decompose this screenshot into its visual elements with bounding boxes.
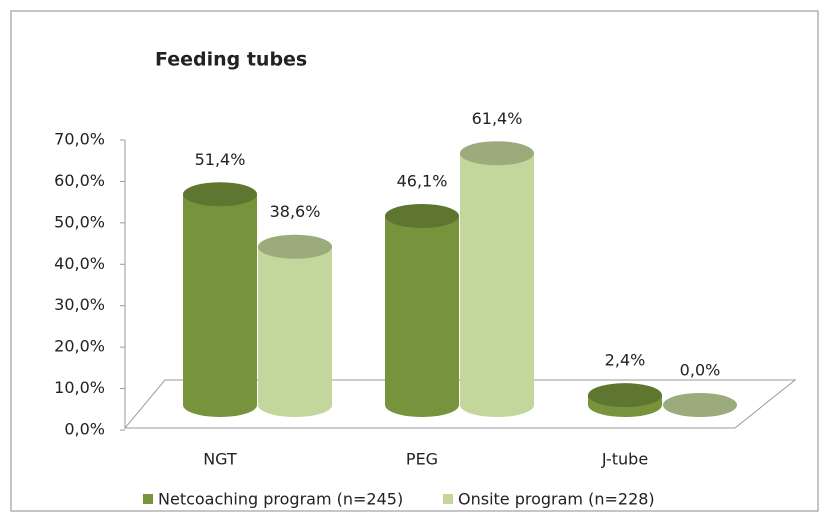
x-tick-label: J-tube — [601, 450, 648, 469]
bar-top — [385, 203, 459, 228]
legend-label: Onsite program (n=228) — [458, 490, 655, 509]
value-label: 51,4% — [195, 150, 246, 169]
y-tick-label: 30,0% — [54, 295, 105, 314]
bar — [258, 246, 332, 405]
legend-swatch — [143, 494, 153, 504]
bar-top — [258, 234, 332, 259]
bar-top — [183, 182, 257, 207]
value-label: 46,1% — [397, 171, 448, 190]
value-label: 38,6% — [270, 202, 321, 221]
value-label: 0,0% — [680, 361, 721, 380]
y-tick-label: 50,0% — [54, 212, 105, 231]
y-tick-label: 70,0% — [54, 130, 105, 149]
legend-label: Netcoaching program (n=245) — [158, 490, 403, 509]
floor — [123, 379, 797, 429]
chart-title: Feeding tubes — [155, 49, 307, 71]
bar-top — [460, 141, 534, 166]
bar — [460, 153, 534, 405]
y-tick-label: 0,0% — [64, 420, 105, 439]
value-label: 61,4% — [472, 109, 523, 128]
bar-top — [588, 383, 662, 408]
y-tick-label: 40,0% — [54, 254, 105, 273]
bar — [183, 194, 257, 405]
y-tick-label: 60,0% — [54, 171, 105, 190]
chart-frame — [10, 10, 819, 512]
bar — [385, 215, 459, 405]
bar-top — [663, 393, 737, 417]
legend-swatch — [443, 494, 453, 504]
y-tick-label: 10,0% — [54, 378, 105, 397]
x-tick-label: NGT — [203, 450, 237, 469]
x-tick-label: PEG — [406, 450, 438, 469]
y-tick-label: 20,0% — [54, 337, 105, 356]
value-label: 2,4% — [605, 351, 646, 370]
